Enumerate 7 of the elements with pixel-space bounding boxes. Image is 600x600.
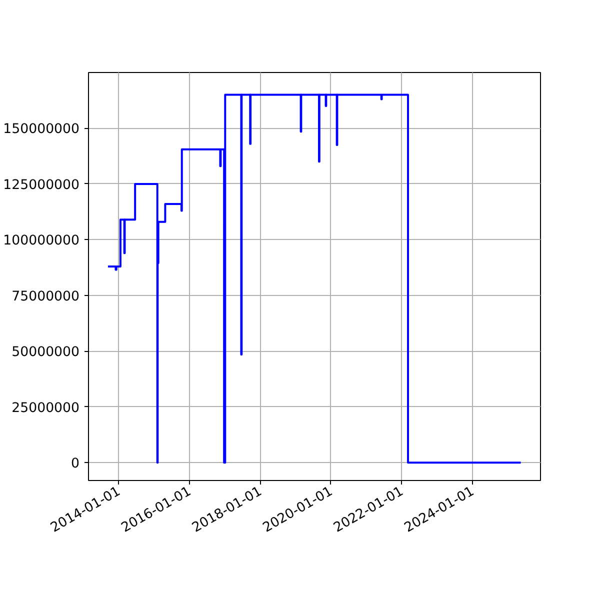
y-tick-label: 0: [71, 456, 80, 472]
y-tick-label: 150000000: [3, 122, 80, 138]
y-tick-label: 100000000: [3, 234, 80, 249]
y-tick-label: 125000000: [3, 178, 80, 193]
y-tick-label: 50000000: [12, 345, 80, 360]
y-tick-label: 25000000: [12, 400, 80, 416]
y-tick-label: 75000000: [12, 289, 80, 304]
